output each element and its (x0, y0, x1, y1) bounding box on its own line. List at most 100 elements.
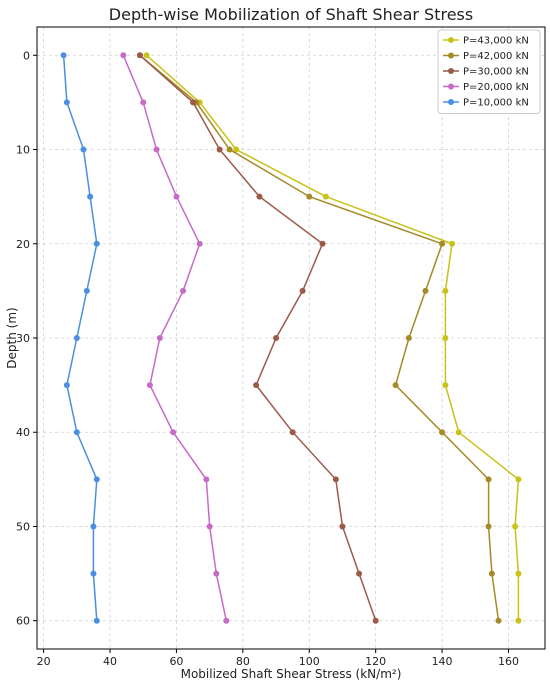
legend-swatch-marker (448, 37, 454, 43)
data-point (73, 429, 80, 436)
data-point (515, 570, 522, 577)
data-point (485, 523, 492, 530)
data-point (153, 146, 160, 153)
data-point (422, 287, 429, 294)
legend-box (437, 29, 541, 114)
data-point (190, 99, 197, 106)
data-point (136, 52, 143, 59)
data-point (233, 146, 240, 153)
x-tick-label: 160 (498, 655, 519, 668)
data-point (87, 193, 94, 200)
data-point (512, 523, 519, 530)
data-point (63, 382, 70, 389)
series-p-42-000-kn (136, 52, 502, 624)
legend-label: P=30,000 kN (463, 67, 529, 78)
data-point (392, 382, 399, 389)
series-p-10-000-kn (60, 52, 100, 624)
legend-swatch-marker (448, 52, 454, 59)
data-point (146, 382, 153, 389)
legend: P=43,000 kN P=42,000 kN P=30,000 kN P=20,00… (437, 29, 541, 114)
data-point (80, 146, 87, 153)
data-point (90, 523, 97, 530)
series-layer (60, 52, 522, 624)
y-tick-label: 30 (16, 332, 30, 345)
data-point (299, 287, 306, 294)
series-p-20-000-kn (120, 52, 230, 624)
data-point (442, 287, 449, 294)
data-point (405, 335, 412, 341)
data-point (339, 523, 346, 530)
x-axis-label: Mobilized Shaft Shear Stress (kN/m²) (181, 667, 402, 681)
data-point (60, 52, 67, 59)
data-point (442, 382, 449, 389)
x-tick-label: 120 (365, 655, 386, 668)
data-point (196, 240, 203, 247)
legend-label: P=10,000 kN (463, 98, 529, 109)
data-point (203, 476, 210, 483)
y-tick-label: 0 (23, 49, 30, 62)
y-tick-label: 20 (16, 238, 30, 251)
data-point (273, 335, 280, 341)
data-point (449, 240, 456, 247)
data-point (515, 476, 522, 483)
data-point (90, 570, 97, 577)
series-line (122, 55, 228, 621)
data-point (439, 240, 446, 247)
data-point (256, 193, 263, 200)
y-tick-label: 40 (16, 426, 30, 439)
x-tick-label: 20 (37, 655, 51, 668)
legend-label: P=42,000 kN (463, 51, 529, 62)
data-point (180, 287, 187, 294)
data-point (143, 52, 150, 59)
legend-label: P=43,000 kN (463, 36, 529, 47)
data-point (93, 617, 100, 624)
data-point (93, 240, 100, 247)
ticks: 20 40 60 80 100 120 140 160 0 10 20 30 40 50 60 (16, 49, 519, 668)
chart-title: Depth-wise Mobilization of Shaft Shear S… (109, 5, 473, 24)
data-point (322, 193, 329, 200)
data-point (170, 429, 177, 436)
y-tick-label: 60 (16, 615, 30, 628)
legend-label: P=20,000 kN (463, 82, 529, 93)
data-point (63, 99, 70, 106)
data-point (488, 570, 495, 577)
data-point (356, 570, 363, 577)
data-point (332, 476, 339, 483)
data-point (120, 52, 127, 59)
data-point (206, 523, 213, 530)
y-tick-label: 50 (16, 520, 30, 533)
x-tick-label: 60 (169, 655, 183, 668)
x-tick-label: 140 (432, 655, 453, 668)
data-point (372, 617, 379, 624)
y-tick-label: 10 (16, 144, 30, 157)
grid (37, 27, 545, 649)
data-point (213, 570, 220, 577)
data-point (253, 382, 260, 389)
data-point (173, 193, 180, 200)
data-point (73, 335, 80, 341)
data-point (306, 193, 313, 200)
x-tick-label: 40 (103, 655, 117, 668)
legend-swatch-marker (448, 68, 454, 74)
data-point (439, 429, 446, 436)
series-p-30-000-kn (136, 52, 379, 624)
y-axis-label: Depth (m) (5, 307, 19, 368)
data-point (485, 476, 492, 483)
data-point (156, 335, 163, 341)
legend-swatch-marker (448, 99, 454, 105)
data-point (226, 146, 233, 153)
data-point (515, 617, 522, 624)
data-point (455, 429, 462, 436)
legend-swatch-marker (448, 83, 454, 90)
data-point (319, 240, 326, 247)
x-tick-label: 80 (236, 655, 250, 668)
data-point (289, 429, 296, 436)
data-point (442, 335, 449, 341)
data-point (93, 476, 100, 483)
data-point (83, 287, 90, 294)
data-point (495, 617, 502, 624)
data-point (140, 99, 147, 106)
data-point (223, 617, 230, 624)
data-point (216, 146, 223, 153)
